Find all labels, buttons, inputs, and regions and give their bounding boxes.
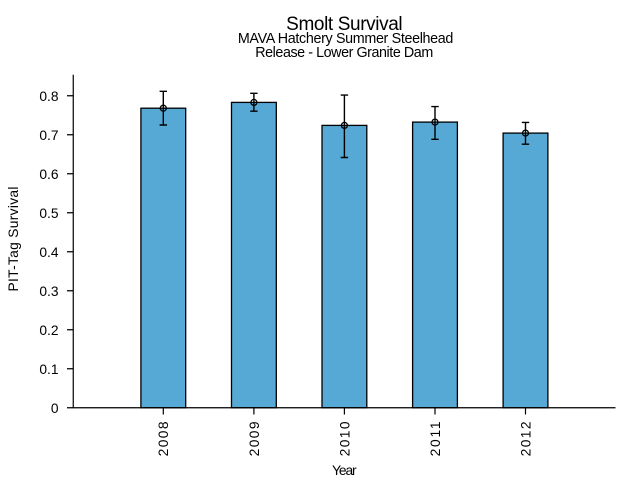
svg-text:Smolt Survival: Smolt Survival bbox=[286, 14, 403, 35]
svg-text:MAVA Hatchery Summer Steelhead: MAVA Hatchery Summer Steelhead bbox=[238, 31, 454, 47]
svg-text:PIT-Tag Survival: PIT-Tag Survival bbox=[6, 187, 21, 292]
svg-text:0.4: 0.4 bbox=[39, 245, 59, 260]
svg-text:0: 0 bbox=[51, 401, 59, 416]
svg-text:0.3: 0.3 bbox=[39, 284, 59, 299]
svg-text:0.7: 0.7 bbox=[39, 128, 58, 143]
svg-text:0.5: 0.5 bbox=[39, 206, 59, 221]
svg-text:0.8: 0.8 bbox=[39, 89, 59, 104]
svg-text:0.2: 0.2 bbox=[39, 323, 58, 338]
svg-text:Release - Lower Granite Dam: Release - Lower Granite Dam bbox=[255, 45, 433, 61]
svg-text:Year: Year bbox=[332, 463, 357, 478]
svg-text:2010: 2010 bbox=[337, 421, 352, 456]
svg-text:2009: 2009 bbox=[247, 421, 262, 456]
svg-text:0.6: 0.6 bbox=[39, 167, 59, 182]
svg-text:2008: 2008 bbox=[156, 421, 171, 456]
svg-text:2012: 2012 bbox=[518, 421, 533, 456]
svg-text:0.1: 0.1 bbox=[39, 362, 58, 377]
